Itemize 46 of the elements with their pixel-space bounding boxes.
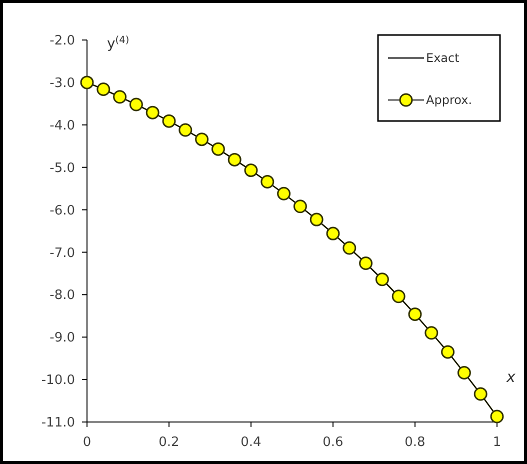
- point: [80, 76, 94, 90]
- legend-label: Exact: [426, 51, 460, 66]
- point: [146, 106, 160, 120]
- point: [424, 326, 438, 340]
- y-axis-title: y$^{(4)}$: [107, 34, 130, 52]
- point: [113, 90, 127, 104]
- x-tick-label: 0: [82, 435, 92, 450]
- point: [129, 98, 143, 112]
- point: [195, 132, 209, 146]
- x-tick-label: 1: [492, 435, 502, 450]
- point: [441, 345, 455, 359]
- x-tick-label: 0.4: [240, 435, 262, 450]
- point: [211, 142, 225, 156]
- y-tick-label: -6.0: [50, 203, 75, 218]
- point: [392, 290, 406, 304]
- y-tick-label: -5.0: [50, 160, 75, 176]
- legend-label: Approx.: [426, 93, 472, 108]
- y-tick-label: -11.0: [41, 416, 75, 431]
- point: [162, 114, 176, 128]
- point: [408, 307, 422, 321]
- y-tick-label: -2.0: [50, 34, 75, 49]
- point: [375, 272, 389, 286]
- x-tick-label: 0.2: [158, 435, 180, 450]
- y-tick-label: -10.0: [41, 373, 75, 388]
- point: [277, 186, 291, 200]
- point: [310, 212, 324, 226]
- point: [228, 152, 242, 166]
- x-tick-label: 0.8: [404, 435, 426, 450]
- point: [96, 82, 110, 96]
- y-tick-label: -8.0: [50, 288, 75, 304]
- y-tick-label: -9.0: [50, 330, 75, 346]
- point: [293, 200, 307, 214]
- y-tick-label: -7.0: [50, 246, 75, 261]
- point: [359, 256, 373, 270]
- point: [457, 366, 471, 380]
- point: [474, 387, 488, 401]
- x-tick-label: 0.6: [322, 435, 344, 450]
- point: [244, 164, 258, 178]
- point: [326, 226, 340, 240]
- y-tick-label: -3.0: [50, 76, 75, 91]
- point: [342, 241, 356, 255]
- y-tick-label: -4.0: [50, 118, 75, 134]
- point: [490, 410, 504, 424]
- point: [260, 175, 274, 189]
- x-axis-title: x: [506, 368, 516, 386]
- point: [178, 123, 192, 137]
